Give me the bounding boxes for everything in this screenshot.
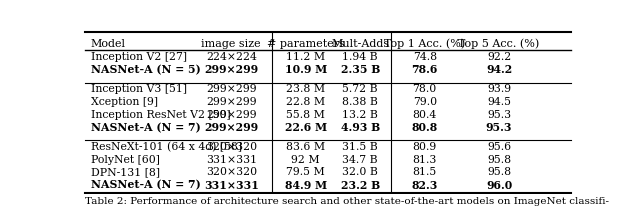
- Text: 32.0 B: 32.0 B: [342, 167, 378, 177]
- Text: 31.5 B: 31.5 B: [342, 142, 378, 152]
- Text: 79.5 M: 79.5 M: [286, 167, 325, 177]
- Text: 81.5: 81.5: [413, 167, 437, 177]
- Text: 83.6 M: 83.6 M: [286, 142, 325, 152]
- Text: Inception V2 [27]: Inception V2 [27]: [91, 52, 187, 62]
- Text: 299×299: 299×299: [204, 64, 259, 75]
- Text: 93.9: 93.9: [487, 84, 511, 94]
- Text: 95.3: 95.3: [486, 122, 513, 133]
- Text: 94.2: 94.2: [486, 64, 512, 75]
- Text: 11.2 M: 11.2 M: [286, 52, 325, 62]
- Text: 92 M: 92 M: [291, 155, 320, 165]
- Text: 22.8 M: 22.8 M: [286, 97, 325, 107]
- Text: 22.6 M: 22.6 M: [285, 122, 327, 133]
- Text: 331×331: 331×331: [205, 155, 257, 165]
- Text: 95.8: 95.8: [487, 155, 511, 165]
- Text: PolyNet [60]: PolyNet [60]: [91, 155, 160, 165]
- Text: Top 5 Acc. (%): Top 5 Acc. (%): [458, 39, 540, 49]
- Text: 10.9 M: 10.9 M: [285, 64, 327, 75]
- Text: 80.9: 80.9: [413, 142, 437, 152]
- Text: 2.35 B: 2.35 B: [340, 64, 380, 75]
- Text: Inception ResNet V2 [50]: Inception ResNet V2 [50]: [91, 110, 230, 120]
- Text: 331×331: 331×331: [204, 180, 259, 191]
- Text: 34.7 B: 34.7 B: [342, 155, 378, 165]
- Text: 95.8: 95.8: [487, 167, 511, 177]
- Text: 82.3: 82.3: [412, 180, 438, 191]
- Text: Top 1 Acc. (%): Top 1 Acc. (%): [384, 39, 465, 49]
- Text: 78.6: 78.6: [412, 64, 438, 75]
- Text: 4.93 B: 4.93 B: [340, 122, 380, 133]
- Text: 78.0: 78.0: [413, 84, 437, 94]
- Text: 8.38 B: 8.38 B: [342, 97, 378, 107]
- Text: Inception V3 [51]: Inception V3 [51]: [91, 84, 187, 94]
- Text: 80.8: 80.8: [412, 122, 438, 133]
- Text: 1.94 B: 1.94 B: [342, 52, 378, 62]
- Text: 94.5: 94.5: [487, 97, 511, 107]
- Text: 80.4: 80.4: [413, 110, 437, 120]
- Text: 74.8: 74.8: [413, 52, 436, 62]
- Text: ResNeXt-101 (64 x 4d) [58]: ResNeXt-101 (64 x 4d) [58]: [91, 142, 242, 152]
- Text: 55.8 M: 55.8 M: [286, 110, 325, 120]
- Text: Xception [9]: Xception [9]: [91, 97, 158, 107]
- Text: NASNet-A (N = 5): NASNet-A (N = 5): [91, 64, 201, 75]
- Text: Table 2: Performance of architecture search and other state-of-the-art models on: Table 2: Performance of architecture sea…: [85, 197, 609, 206]
- Text: 96.0: 96.0: [486, 180, 512, 191]
- Text: 320×320: 320×320: [205, 167, 257, 177]
- Text: 23.8 M: 23.8 M: [286, 84, 325, 94]
- Text: 79.0: 79.0: [413, 97, 436, 107]
- Text: DPN-131 [8]: DPN-131 [8]: [91, 167, 160, 177]
- Text: Mult-Adds: Mult-Adds: [331, 39, 389, 49]
- Text: 95.6: 95.6: [487, 142, 511, 152]
- Text: NASNet-A (N = 7): NASNet-A (N = 7): [91, 180, 201, 191]
- Text: image size: image size: [202, 39, 261, 49]
- Text: 95.3: 95.3: [487, 110, 511, 120]
- Text: 299×299: 299×299: [206, 110, 257, 120]
- Text: 299×299: 299×299: [206, 97, 257, 107]
- Text: 5.72 B: 5.72 B: [342, 84, 378, 94]
- Text: Model: Model: [91, 39, 126, 49]
- Text: 299×299: 299×299: [204, 122, 259, 133]
- Text: 224×224: 224×224: [206, 52, 257, 62]
- Text: # parameters: # parameters: [267, 39, 344, 49]
- Text: NASNet-A (N = 7): NASNet-A (N = 7): [91, 122, 201, 133]
- Text: 92.2: 92.2: [487, 52, 511, 62]
- Text: 84.9 M: 84.9 M: [285, 180, 327, 191]
- Text: 81.3: 81.3: [413, 155, 437, 165]
- Text: 320×320: 320×320: [205, 142, 257, 152]
- Text: 299×299: 299×299: [206, 84, 257, 94]
- Text: 13.2 B: 13.2 B: [342, 110, 378, 120]
- Text: 23.2 B: 23.2 B: [340, 180, 380, 191]
